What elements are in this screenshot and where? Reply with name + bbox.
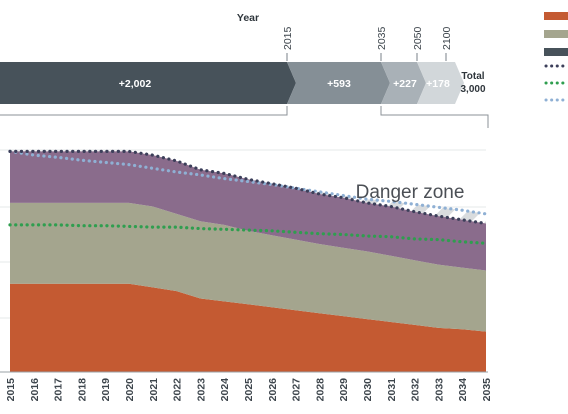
- header-year-tick: 2050: [412, 26, 424, 50]
- dotted-line-3: [8, 149, 488, 226]
- x-tick-label: 2027: [291, 378, 303, 402]
- header-segment-label: +227: [393, 78, 417, 90]
- header-segment-2: [287, 62, 390, 104]
- dotted-line-2: [8, 223, 488, 245]
- x-tick-label: 2030: [362, 378, 374, 402]
- x-tick-label: 2021: [148, 378, 160, 402]
- x-tick-label: 2015: [5, 378, 17, 402]
- total-label: Total: [461, 71, 484, 82]
- dotted-lines: [8, 149, 488, 245]
- x-tick-label: 2025: [243, 378, 255, 402]
- header-segment-label: +593: [327, 78, 351, 90]
- legend-swatch-3: [544, 48, 568, 56]
- x-tick-label: 2020: [124, 378, 136, 402]
- bracket-2035: [380, 106, 489, 128]
- header-axis-label: Year: [237, 12, 259, 24]
- bracket-2015: [0, 106, 288, 116]
- x-tick-label: 2033: [433, 378, 445, 402]
- x-tick-label: 2028: [314, 378, 326, 402]
- x-tick-label: 2026: [267, 378, 279, 402]
- x-tick-label: 2034: [457, 378, 469, 402]
- x-axis: 2015 2016 2017 2018 2019 2020 2021 2022 2023 2024…: [0, 371, 493, 402]
- header-segment-4: [417, 62, 464, 104]
- x-tick-label: 2031: [386, 378, 398, 402]
- x-tick-label: 2018: [76, 378, 88, 402]
- x-tick-label: 2029: [338, 378, 350, 402]
- legend-swatch-1: [544, 12, 568, 20]
- dotted-line-1: [8, 149, 488, 216]
- x-tick-label: 2024: [219, 378, 231, 402]
- legend-swatch-2: [544, 30, 568, 38]
- header-segment-label: +178: [426, 78, 450, 90]
- stacked-areas: [10, 151, 486, 372]
- header-year-tick: 2100: [441, 26, 453, 50]
- area-series-3: [10, 151, 486, 271]
- x-tick-label: 2035: [481, 378, 493, 402]
- total-value: 3,000: [460, 84, 485, 95]
- header-segment-3: [381, 62, 426, 104]
- danger-zone-label: Danger zone: [356, 182, 465, 203]
- header-year-tick: 2015: [282, 26, 294, 50]
- area-series-2: [10, 202, 486, 332]
- x-tick-label: 2019: [100, 378, 112, 402]
- x-tick-label: 2022: [172, 378, 184, 402]
- area-series-1: [10, 283, 486, 372]
- header-segment-1: [0, 62, 296, 104]
- x-tick-label: 2032: [410, 378, 422, 402]
- x-tick-label: 2017: [53, 378, 65, 402]
- legend: [544, 12, 568, 102]
- header-year-tick: 2035: [376, 26, 388, 50]
- x-tick-label: 2023: [195, 378, 207, 402]
- header-bar-chart: +2,002 +593 +227 +178 Year 2015 2035 2050 2100 To…: [0, 12, 489, 128]
- x-tick-label: 2016: [29, 378, 41, 402]
- header-segment-label: +2,002: [119, 78, 152, 90]
